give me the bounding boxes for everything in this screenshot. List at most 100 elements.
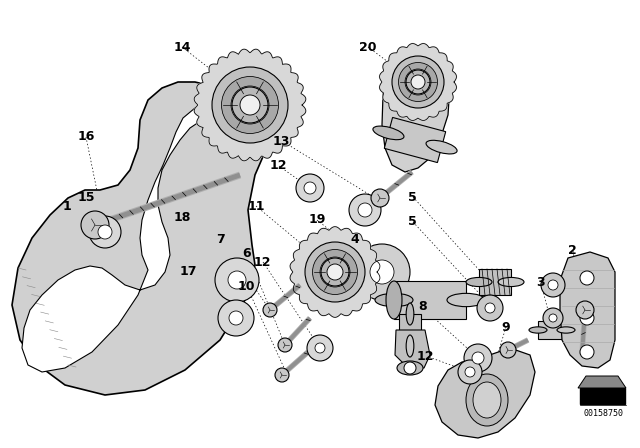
Circle shape — [580, 345, 594, 359]
Ellipse shape — [375, 293, 413, 306]
Circle shape — [327, 264, 343, 280]
Ellipse shape — [397, 361, 423, 375]
Text: 19: 19 — [308, 213, 326, 226]
Circle shape — [349, 194, 381, 226]
Polygon shape — [560, 252, 615, 368]
Ellipse shape — [386, 281, 402, 319]
Circle shape — [218, 300, 254, 336]
Circle shape — [500, 342, 516, 358]
Circle shape — [548, 280, 558, 290]
Text: 6: 6 — [242, 246, 251, 260]
Text: 12: 12 — [417, 349, 435, 363]
Ellipse shape — [406, 335, 414, 357]
Text: 14: 14 — [173, 40, 191, 54]
Circle shape — [358, 203, 372, 217]
Circle shape — [263, 303, 277, 317]
Text: 12: 12 — [253, 255, 271, 269]
Circle shape — [392, 56, 444, 108]
Circle shape — [305, 242, 365, 302]
Polygon shape — [435, 348, 535, 438]
Text: 5: 5 — [408, 190, 417, 204]
Circle shape — [549, 314, 557, 322]
Text: 2: 2 — [568, 244, 577, 258]
Circle shape — [232, 87, 268, 123]
Circle shape — [354, 244, 410, 300]
Circle shape — [89, 216, 121, 248]
Text: 7: 7 — [216, 233, 225, 246]
Circle shape — [240, 95, 260, 115]
Bar — [580, 388, 625, 404]
Ellipse shape — [466, 374, 508, 426]
Ellipse shape — [498, 277, 524, 287]
Ellipse shape — [447, 293, 485, 306]
Ellipse shape — [406, 303, 414, 325]
Text: 5: 5 — [408, 215, 417, 228]
Circle shape — [228, 271, 246, 289]
Polygon shape — [380, 43, 456, 121]
Circle shape — [405, 69, 431, 95]
Circle shape — [411, 75, 425, 89]
Polygon shape — [578, 376, 626, 388]
Text: 11: 11 — [247, 199, 265, 213]
Polygon shape — [384, 117, 445, 163]
Circle shape — [315, 343, 325, 353]
Text: 17: 17 — [180, 264, 198, 278]
Ellipse shape — [426, 140, 457, 154]
Circle shape — [320, 257, 350, 287]
Circle shape — [370, 260, 394, 284]
Text: 12: 12 — [269, 159, 287, 172]
Polygon shape — [194, 49, 306, 161]
Circle shape — [212, 67, 288, 143]
Text: 20: 20 — [359, 40, 377, 54]
Ellipse shape — [466, 277, 492, 287]
Circle shape — [404, 362, 416, 374]
Circle shape — [477, 295, 503, 321]
Ellipse shape — [529, 327, 547, 333]
Circle shape — [296, 174, 324, 202]
Circle shape — [580, 311, 594, 325]
Circle shape — [215, 258, 259, 302]
Circle shape — [580, 271, 594, 285]
Circle shape — [321, 258, 349, 286]
Polygon shape — [395, 330, 430, 368]
Polygon shape — [22, 100, 248, 372]
Circle shape — [406, 70, 430, 94]
Ellipse shape — [473, 382, 501, 418]
Ellipse shape — [373, 126, 404, 140]
Polygon shape — [399, 314, 421, 346]
Text: 15: 15 — [77, 190, 95, 204]
Polygon shape — [394, 281, 466, 319]
Circle shape — [543, 308, 563, 328]
Circle shape — [399, 63, 438, 102]
Circle shape — [464, 344, 492, 372]
Circle shape — [275, 368, 289, 382]
Circle shape — [231, 86, 269, 124]
Circle shape — [312, 250, 358, 294]
Text: 18: 18 — [173, 211, 191, 224]
Polygon shape — [479, 269, 511, 295]
Polygon shape — [538, 321, 566, 339]
Circle shape — [221, 77, 278, 134]
Polygon shape — [290, 227, 380, 317]
Text: 8: 8 — [418, 300, 427, 314]
Circle shape — [576, 301, 594, 319]
Text: 4: 4 — [351, 233, 360, 246]
Circle shape — [541, 273, 565, 297]
Text: 00158750: 00158750 — [583, 409, 623, 418]
Circle shape — [278, 338, 292, 352]
Circle shape — [472, 352, 484, 364]
Circle shape — [229, 311, 243, 325]
Text: 10: 10 — [237, 280, 255, 293]
Ellipse shape — [557, 327, 575, 333]
Circle shape — [371, 189, 389, 207]
Polygon shape — [382, 55, 450, 172]
Polygon shape — [12, 82, 285, 395]
Text: 9: 9 — [501, 320, 510, 334]
Circle shape — [304, 182, 316, 194]
Text: 16: 16 — [77, 130, 95, 143]
Text: 1: 1 — [63, 199, 72, 213]
Circle shape — [465, 367, 475, 377]
Circle shape — [98, 225, 112, 239]
Circle shape — [81, 211, 109, 239]
Circle shape — [458, 360, 482, 384]
